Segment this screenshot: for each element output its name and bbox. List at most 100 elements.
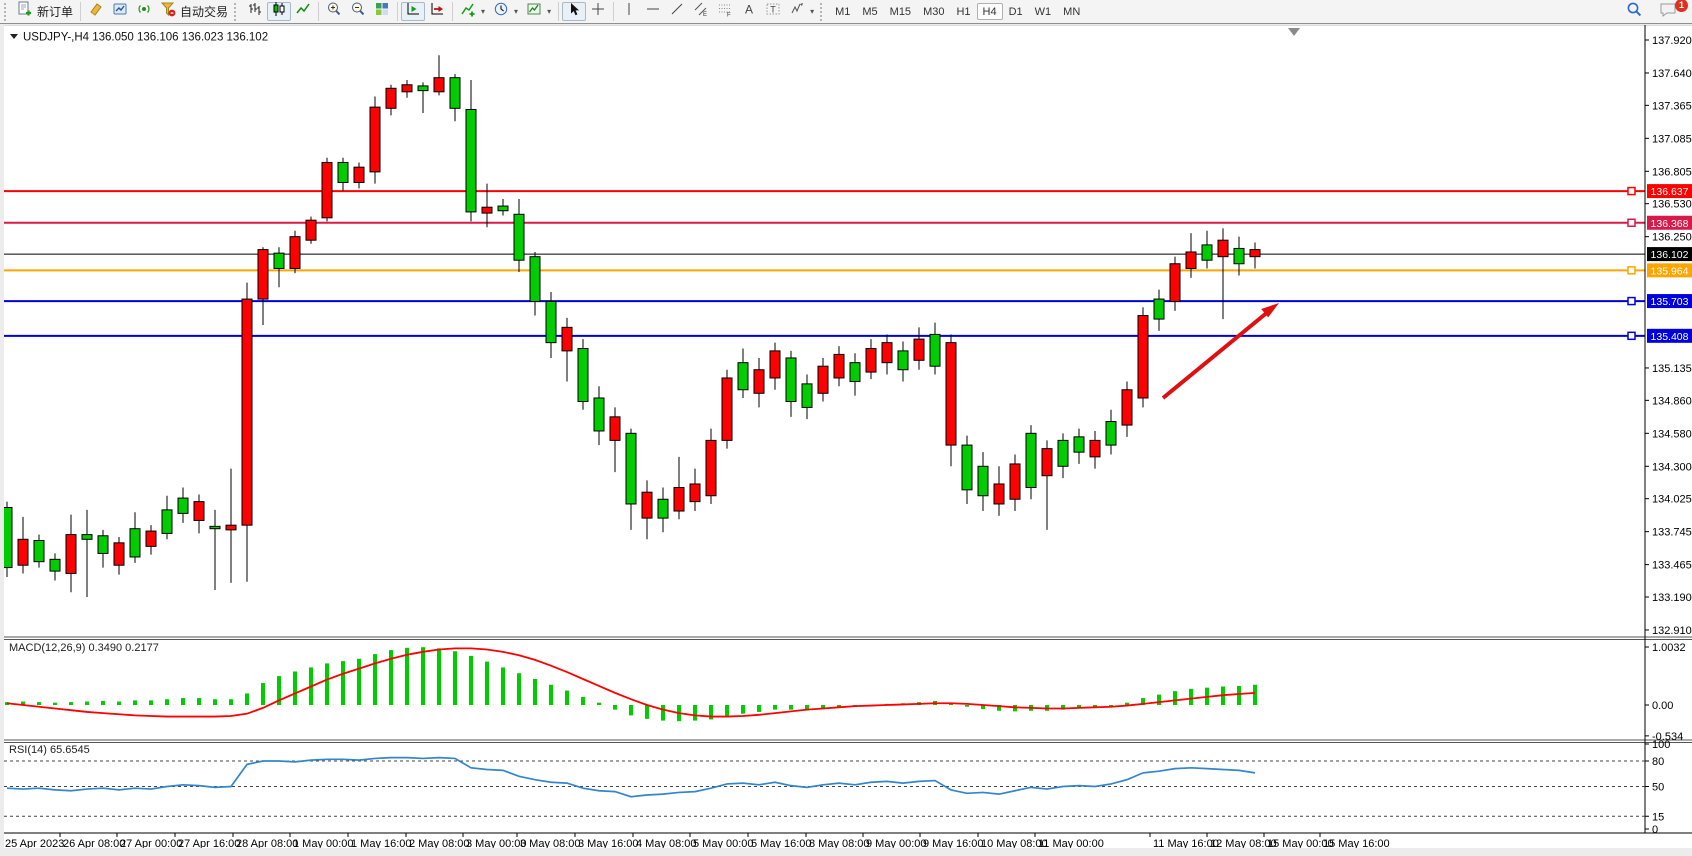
macd-pane: 1.0032 0.00 -0.534 MACD(12,26,9) 0.3490 0.2… [5,642,1686,743]
svg-text:27 Apr 16:00: 27 Apr 16:00 [178,838,240,848]
symbol-dropdown-icon [10,34,18,39]
tab-timeframe-MN[interactable]: MN [1063,6,1081,18]
svg-text:137.085: 137.085 [1652,133,1692,145]
zoom-in-button[interactable] [322,2,346,21]
chart-window[interactable]: 137.920 137.640 137.365 137.085 136.805 136.5… [1,24,1692,850]
equidistant-channel-button[interactable]: E [689,2,713,21]
new-order-button[interactable]: 新订单 [13,1,77,21]
tab-timeframe-H1[interactable]: H1 [956,6,971,18]
price-chart-canvas[interactable]: 137.920 137.640 137.365 137.085 136.805 136.5… [1,24,1692,850]
svg-text:0.00: 0.00 [1652,700,1673,712]
zoom-out-icon [350,1,366,22]
tab-timeframe-D1[interactable]: D1 [1008,6,1023,18]
svg-text:1 May 00:00: 1 May 00:00 [293,838,354,848]
trend-arrow-annotation[interactable] [1161,303,1279,400]
svg-text:12 May 08:00: 12 May 08:00 [1210,838,1277,848]
trendline-button[interactable] [665,2,689,21]
auto-scroll-button[interactable] [425,2,449,21]
fibonacci-icon: F [717,1,733,22]
zoom-in-icon [326,1,342,22]
svg-text:136.250: 136.250 [1652,232,1692,244]
vertical-line-icon [621,1,637,22]
search-button[interactable] [1622,2,1647,21]
line-chart-button[interactable] [291,2,315,21]
tab-timeframe-W1[interactable]: W1 [1034,6,1052,18]
tile-windows-icon [374,1,390,22]
rsi-label: RSI(14) 65.6545 [9,744,90,756]
main-toolbar: 新订单 自动交易 [0,0,1692,24]
bar-chart-button[interactable] [243,2,267,21]
svg-text:136.637: 136.637 [1651,186,1689,198]
signal-button[interactable] [132,2,156,21]
arrows-button[interactable]: ▾ [785,2,818,21]
svg-text:136.102: 136.102 [1651,249,1689,261]
crosshair-button[interactable] [586,2,610,21]
tab-timeframe-M1[interactable]: M1 [835,6,851,18]
text-button[interactable]: A [737,2,761,21]
tab-timeframe-M30[interactable]: M30 [923,6,945,18]
candles-layer [1,55,1261,598]
auto-trading-icon [160,1,176,22]
cursor-button[interactable] [562,1,587,22]
horizontal-line-button[interactable] [641,2,665,21]
tile-windows-button[interactable] [370,2,394,21]
svg-text:136.530: 136.530 [1652,199,1692,211]
indicators-icon [460,1,476,22]
tab-timeframe-M5[interactable]: M5 [862,6,878,18]
svg-text:134.300: 134.300 [1652,461,1692,473]
styler-button[interactable] [84,2,108,21]
svg-text:4 May 08:00: 4 May 08:00 [636,838,697,848]
svg-text:137.640: 137.640 [1652,68,1692,80]
fibonacci-button[interactable]: F [713,2,737,21]
zoom-out-button[interactable] [346,2,370,21]
toolbar-separator [558,2,560,21]
svg-text:27 Apr 00:00: 27 Apr 00:00 [120,838,182,848]
svg-text:11 May 16:00: 11 May 16:00 [1153,838,1219,848]
tab-timeframe-H4[interactable]: H4 [976,3,1003,20]
svg-text:8 May 08:00: 8 May 08:00 [809,838,870,848]
price-axis[interactable]: 137.920 137.640 137.365 137.085 136.805 136.5… [1645,35,1692,637]
toolbar-grip[interactable] [4,2,9,21]
market-watch-icon [112,1,128,22]
svg-text:F: F [727,13,731,18]
svg-text:134.580: 134.580 [1652,428,1692,440]
svg-text:E: E [703,12,707,17]
periods-button[interactable]: ▾ [489,2,522,21]
chart-shift-button[interactable] [401,2,426,21]
cursor-icon [566,1,582,22]
market-watch-button[interactable] [108,2,132,21]
templates-button[interactable]: ▾ [522,2,555,21]
svg-text:1 May 16:00: 1 May 16:00 [351,838,412,848]
toolbar-separator [397,2,399,21]
timeframe-bar: M1 M5 M15 M30 H1 H4 D1 W1 MN [829,3,1086,20]
price-badges: 136.637 136.368 135.964 135.703 135.408 136.1… [1647,184,1692,343]
chart-title-bar[interactable]: USDJPY-,H4 136.050 136.106 136.023 136.1… [10,32,268,44]
svg-text:134.860: 134.860 [1652,395,1692,407]
chevron-down-icon: ▾ [481,7,486,16]
horizontal-line-icon [645,1,661,22]
new-order-label: 新订单 [37,5,74,19]
chat-button[interactable]: 1 [1655,0,1688,21]
svg-text:3 May 16:00: 3 May 16:00 [578,838,639,848]
arrows-icon [789,1,805,22]
chart-shift-marker[interactable] [1288,28,1300,36]
vertical-line-button[interactable] [617,2,641,21]
text-label-button[interactable]: T [761,2,785,21]
svg-text:135.408: 135.408 [1651,331,1689,343]
svg-text:135.135: 135.135 [1652,363,1692,375]
auto-trading-button[interactable]: 自动交易 [156,2,232,21]
svg-text:5 May 16:00: 5 May 16:00 [751,838,812,848]
chat-notification-badge: 1 [1675,0,1688,12]
line-chart-icon [295,1,311,22]
toolbar-grip[interactable] [820,2,825,21]
svg-text:A: A [745,3,753,17]
tab-timeframe-M15[interactable]: M15 [889,6,912,18]
svg-text:15 May 16:00: 15 May 16:00 [1323,838,1390,848]
svg-text:100: 100 [1652,739,1670,751]
svg-text:133.190: 133.190 [1652,592,1692,604]
indicators-button[interactable]: ▾ [456,2,489,21]
signal-icon [136,1,152,22]
toolbar-grip[interactable] [234,2,239,21]
candlestick-chart-button[interactable] [267,2,292,21]
